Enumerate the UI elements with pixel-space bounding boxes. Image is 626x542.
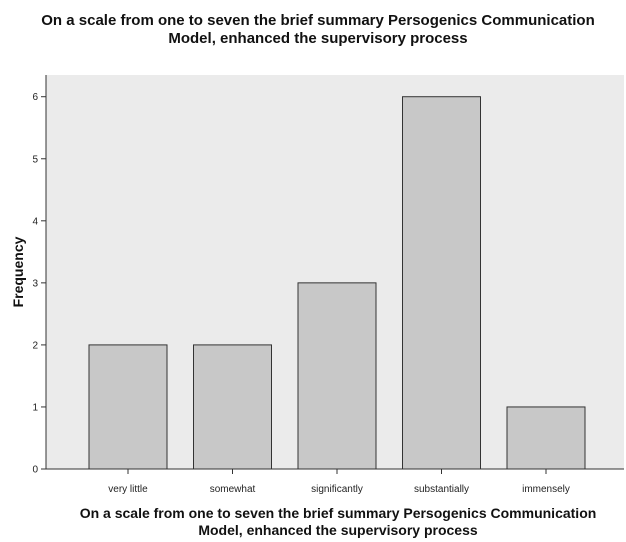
chart-title: On a scale from one to seven the brief s…	[41, 12, 595, 47]
y-tick-label-5: 5	[32, 154, 38, 165]
x-axis-title: On a scale from one to seven the brief s…	[80, 505, 597, 538]
y-tick-label-2: 2	[32, 340, 38, 351]
bar-very-little	[88, 344, 168, 470]
chart-title-line-2: Model, enhanced the supervisory process	[168, 30, 467, 47]
bars-group	[88, 96, 586, 470]
x-axis-ticks: very little somewhat significantly substant…	[108, 469, 570, 495]
y-axis-title: Frequency	[10, 236, 26, 307]
y-tick-label-4: 4	[32, 216, 38, 227]
x-tick-label-somewhat: somewhat	[210, 484, 256, 495]
x-axis-title-line-2: Model, enhanced the supervisory process	[198, 522, 478, 538]
bar-somewhat	[193, 344, 272, 470]
y-tick-label-3: 3	[32, 278, 38, 289]
chart-title-line-1: On a scale from one to seven the brief s…	[41, 12, 595, 29]
x-tick-label-significantly: significantly	[311, 484, 363, 495]
bar-substantially	[402, 96, 481, 470]
y-tick-label-0: 0	[32, 465, 38, 476]
x-axis-title-line-1: On a scale from one to seven the brief s…	[80, 505, 597, 521]
bar-immensely	[506, 406, 586, 470]
x-tick-label-immensely: immensely	[522, 484, 570, 495]
y-tick-label-1: 1	[32, 402, 38, 413]
y-tick-label-6: 6	[32, 92, 38, 103]
y-axis-ticks: 0 1 2 3 4 5 6	[32, 92, 46, 476]
x-tick-label-very-little: very little	[108, 484, 148, 495]
x-tick-label-substantially: substantially	[414, 484, 469, 495]
bar-significantly	[297, 282, 377, 470]
